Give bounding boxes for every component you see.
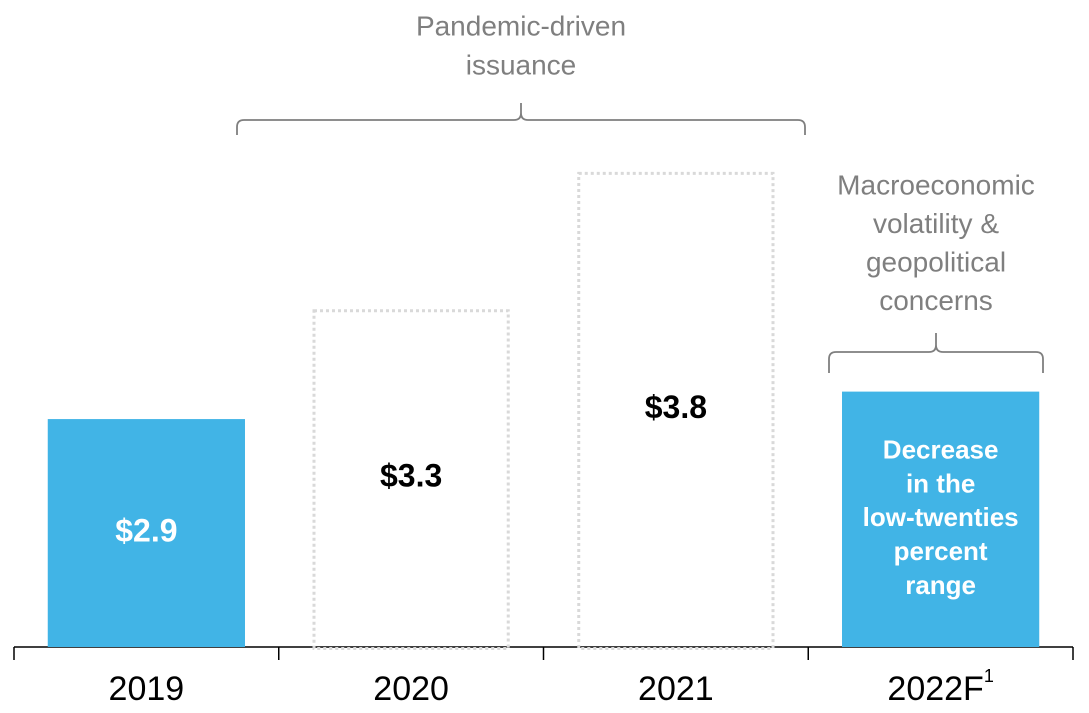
bar xyxy=(47,419,245,647)
bar-text: low-twenties xyxy=(863,502,1019,532)
footnote-marker: 1 xyxy=(984,666,994,686)
annotation-text: volatility & xyxy=(873,208,999,239)
bracket xyxy=(236,103,806,135)
x-tick-label: 2021 xyxy=(638,670,714,708)
bar-text: percent xyxy=(894,536,988,566)
bar-text: in the xyxy=(906,468,975,498)
bar xyxy=(842,391,1040,647)
value-label: $2.9 xyxy=(115,512,177,548)
x-tick-label: 2020 xyxy=(373,670,449,708)
category: 2021 xyxy=(638,670,714,708)
annotation-text: Macroeconomic xyxy=(837,169,1035,200)
bar-text: Decrease xyxy=(883,435,999,465)
annotation-text: geopolitical xyxy=(866,246,1006,277)
bar xyxy=(577,171,775,651)
bar-text: range xyxy=(905,570,976,600)
category: 2020 xyxy=(373,670,449,708)
annotation-text: concerns xyxy=(879,285,993,316)
annotation-text: Pandemic-driven xyxy=(416,10,626,41)
value-label: $3.3 xyxy=(380,458,442,494)
value-label: $3.8 xyxy=(645,389,707,425)
x-tick-label: 2019 xyxy=(109,670,185,708)
annotation-text: issuance xyxy=(466,49,577,80)
x-tick-label: 2022F1 xyxy=(887,666,993,708)
category: 2019 xyxy=(109,670,185,708)
bar xyxy=(312,309,510,650)
category: 2022F xyxy=(887,670,983,708)
bracket xyxy=(828,333,1044,373)
